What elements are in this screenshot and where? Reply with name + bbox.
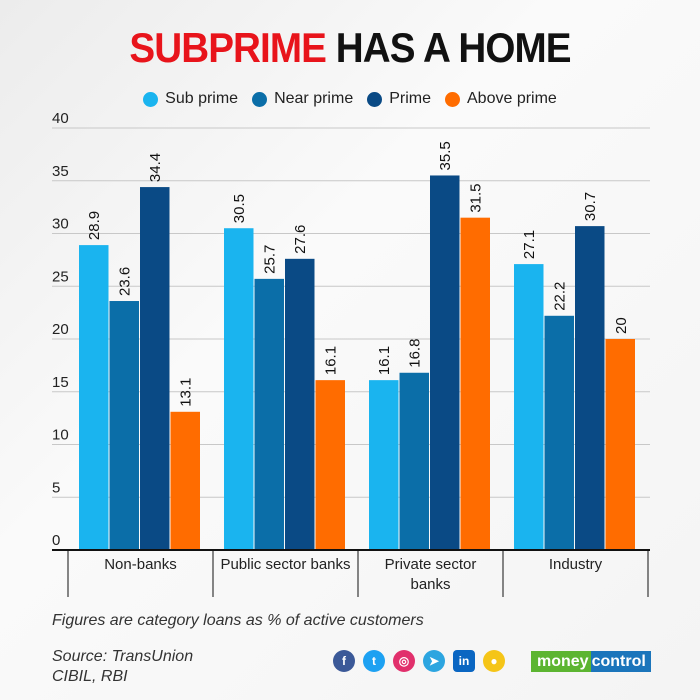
- bar-sub-prime: [369, 380, 399, 550]
- data-label: 34.4: [147, 153, 164, 182]
- bar-prime: [285, 258, 315, 550]
- y-tick-label: 20: [52, 321, 69, 338]
- y-tick-label: 25: [52, 268, 69, 285]
- bar-near-prime: [109, 301, 139, 550]
- data-label: 27.1: [521, 230, 538, 259]
- linkedin-icon[interactable]: in: [453, 650, 475, 672]
- bar-sub-prime: [514, 264, 544, 550]
- y-tick-label: 15: [52, 374, 69, 391]
- data-label: 28.9: [86, 211, 103, 240]
- x-tick-label: banks: [410, 576, 450, 593]
- title-red: SUBPRIME: [129, 24, 327, 71]
- data-label: 23.6: [117, 267, 134, 296]
- instagram-icon[interactable]: ◎: [393, 650, 415, 672]
- bar-above-prime: [605, 339, 635, 550]
- data-label: 16.1: [323, 346, 340, 375]
- x-tick-label: Non-banks: [104, 556, 177, 573]
- legend-item-prime: Prime: [367, 90, 431, 108]
- bar-near-prime: [544, 315, 574, 550]
- twitter-icon[interactable]: t: [363, 650, 385, 672]
- koo-icon[interactable]: ●: [483, 650, 505, 672]
- x-tick-label: Public sector banks: [220, 556, 350, 573]
- data-label: 13.1: [178, 378, 195, 407]
- data-label: 35.5: [437, 141, 454, 170]
- source: Source: TransUnion CIBIL, RBI: [52, 648, 194, 685]
- bar-prime: [575, 226, 605, 551]
- social-icons: f t ◎ ➤ in ●: [333, 650, 505, 672]
- legend: Sub prime Near prime Prime Above prime: [0, 90, 700, 108]
- legend-item-above-prime: Above prime: [445, 90, 557, 108]
- data-label: 16.1: [376, 346, 393, 375]
- y-tick-label: 35: [52, 163, 69, 180]
- y-tick-label: 30: [52, 216, 69, 233]
- data-label: 30.5: [231, 194, 248, 223]
- data-label: 22.2: [552, 282, 569, 311]
- legend-item-near-prime: Near prime: [252, 90, 353, 108]
- y-tick-label: 40: [52, 110, 69, 127]
- moneycontrol-logo: money control: [531, 651, 651, 672]
- telegram-icon[interactable]: ➤: [423, 650, 445, 672]
- bar-near-prime: [254, 278, 284, 550]
- footnote: Figures are category loans as % of activ…: [52, 612, 424, 629]
- bar-above-prime: [315, 380, 345, 550]
- bar-above-prime: [460, 217, 490, 551]
- x-tick-label: Private sector: [385, 556, 477, 573]
- legend-swatch: [367, 91, 383, 107]
- y-tick-label: 10: [52, 427, 69, 444]
- bar-above-prime: [170, 411, 200, 550]
- bar-near-prime: [399, 372, 429, 550]
- bar-prime: [430, 175, 460, 550]
- legend-swatch: [143, 91, 159, 107]
- y-tick-label: 0: [52, 532, 60, 549]
- bar-sub-prime: [79, 245, 109, 551]
- data-label: 16.8: [407, 339, 424, 368]
- bar-sub-prime: [224, 228, 254, 550]
- data-label: 31.5: [468, 183, 485, 212]
- legend-swatch: [445, 91, 460, 107]
- legend-item-sub-prime: Sub prime: [143, 90, 238, 108]
- data-label: 30.7: [582, 192, 599, 221]
- data-label: 20: [613, 317, 630, 334]
- facebook-icon[interactable]: f: [333, 650, 355, 672]
- x-tick-label: Industry: [549, 556, 603, 573]
- y-tick-label: 5: [52, 479, 60, 496]
- title-black: HAS A HOME: [335, 24, 572, 71]
- data-label: 27.6: [292, 225, 309, 254]
- data-label: 25.7: [262, 245, 279, 274]
- legend-swatch: [252, 91, 268, 107]
- chart-title: SUBPRIME HAS A HOME: [28, 24, 672, 72]
- bar-prime: [140, 187, 170, 550]
